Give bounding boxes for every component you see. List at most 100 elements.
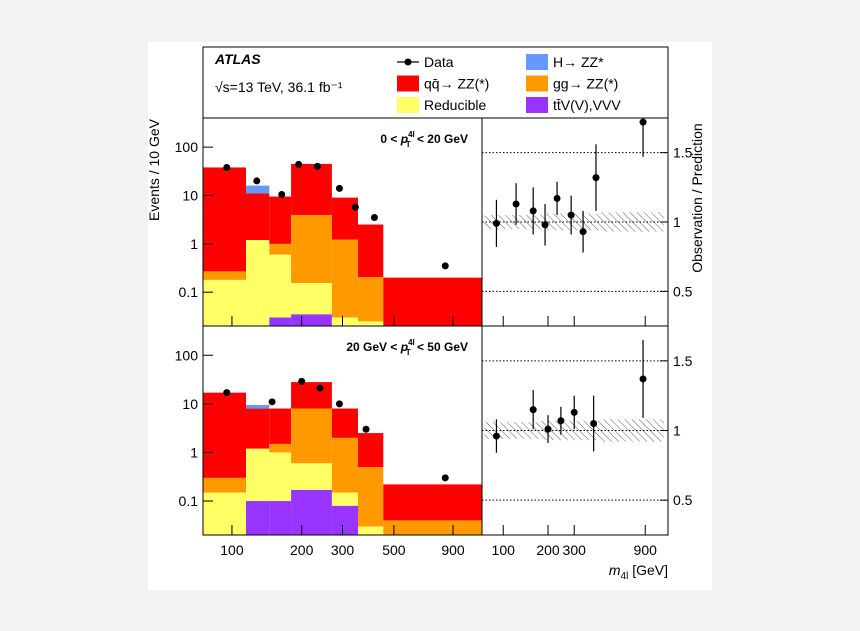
stack-segment	[331, 505, 359, 535]
data-point	[223, 389, 231, 397]
ratio-point	[553, 194, 561, 202]
ratio-x-tick-label: 200	[536, 542, 560, 558]
legend-marker	[404, 58, 412, 66]
y-tick-label: 0.1	[179, 284, 199, 300]
ratio-panel	[484, 118, 664, 253]
stack-segment	[269, 408, 292, 444]
ratio-point	[639, 118, 647, 126]
data-point	[253, 177, 261, 185]
data-point	[370, 214, 378, 222]
y-tick-label: 100	[175, 347, 199, 363]
stack-segment	[269, 501, 292, 535]
data-point	[351, 203, 359, 211]
legend-label: gg→ ZZ(*)	[553, 76, 618, 92]
ratio-point	[579, 228, 587, 236]
y-tick-label: 0.1	[179, 493, 199, 509]
y-tick-label: 10	[182, 187, 198, 203]
stack-segment	[358, 224, 384, 278]
ratio-point	[492, 219, 500, 227]
label-post: < 50 GeV	[414, 340, 468, 354]
data-point	[316, 384, 324, 392]
ratio-point	[512, 200, 520, 208]
y-tick-label: 10	[182, 396, 198, 412]
ratio-point	[592, 174, 600, 182]
stack-segment	[383, 277, 482, 326]
stack-segment	[358, 526, 384, 535]
stack-segment	[331, 408, 359, 438]
stack-segment	[269, 254, 292, 318]
label-pre: 20 GeV <	[346, 340, 400, 354]
ratio-point	[570, 408, 578, 416]
label-sup: 4l	[408, 130, 415, 139]
ratio-axis-label: Observation / Prediction	[689, 123, 705, 272]
legend-label: tt̄V(V),VVV	[553, 97, 621, 113]
y-tick-label: 1	[190, 444, 198, 460]
ratio-x-tick-label: 100	[492, 542, 516, 558]
data-point	[223, 163, 231, 171]
ratio-x-tick-label: 300	[563, 542, 587, 558]
label-sub: T	[406, 348, 411, 357]
legend-label: Reducible	[424, 97, 486, 113]
data-point	[295, 160, 303, 168]
x-tick-label: 300	[331, 542, 355, 558]
stack-segment	[246, 193, 270, 241]
x-tick-label: 100	[220, 542, 244, 558]
stack-segment	[358, 467, 384, 527]
stack-segment	[203, 392, 247, 478]
main-panel	[203, 160, 482, 326]
stack-segment	[383, 520, 482, 535]
ratio-panel	[484, 339, 664, 453]
stack-segment	[246, 448, 270, 502]
stack-segment	[269, 452, 292, 502]
legend-swatch	[397, 75, 419, 92]
label-sub: T	[406, 140, 411, 149]
stack-segment	[291, 408, 332, 464]
ratio-point	[639, 375, 647, 383]
stack-segment	[383, 484, 482, 521]
stack-segment	[269, 443, 292, 453]
energy-label: √s=13 TeV, 36.1 fb⁻¹	[215, 79, 343, 95]
stack-segment	[203, 279, 247, 326]
stack-segment	[331, 239, 359, 318]
stack-segment	[331, 317, 359, 326]
ratio-point	[590, 420, 598, 428]
stack-segment	[269, 243, 292, 255]
stack-segment	[246, 185, 270, 194]
ratio-point	[544, 425, 552, 433]
data-point	[335, 400, 343, 408]
ratio-y-tick-label: 1.5	[673, 353, 693, 369]
ratio-y-tick-label: 0.5	[673, 492, 693, 508]
stack-segment	[291, 314, 332, 326]
x-label-unit: [GeV]	[628, 562, 668, 578]
ratio-point	[557, 417, 565, 425]
legend-box	[202, 46, 669, 119]
stack-segment	[203, 271, 247, 280]
legend-swatch	[526, 54, 548, 70]
x-tick-label: 900	[441, 542, 465, 558]
x-label-var: m	[609, 562, 621, 578]
stack-segment	[291, 282, 332, 315]
y-axis-label: Events / 10 GeV	[146, 118, 162, 221]
uncertainty-band	[512, 422, 528, 439]
stack-segment	[203, 167, 247, 272]
legend-swatch	[526, 97, 548, 113]
legend-label: Data	[424, 54, 454, 70]
stack-segment	[291, 163, 332, 215]
uncertainty-band	[527, 422, 542, 439]
label-var: p	[400, 132, 408, 146]
uncertainty-band	[600, 212, 664, 232]
main-panel	[203, 377, 482, 535]
ratio-frame	[481, 325, 669, 536]
data-point	[298, 377, 306, 385]
ratio-point	[529, 207, 537, 215]
label-sup: 4l	[408, 338, 415, 347]
stack-segment	[269, 317, 292, 326]
stack-segment	[269, 196, 292, 244]
ratio-y-tick-label: 1	[673, 214, 681, 230]
stack-segment	[291, 382, 332, 409]
ratio-y-tick-label: 1	[673, 423, 681, 439]
legend-swatch	[526, 75, 548, 92]
